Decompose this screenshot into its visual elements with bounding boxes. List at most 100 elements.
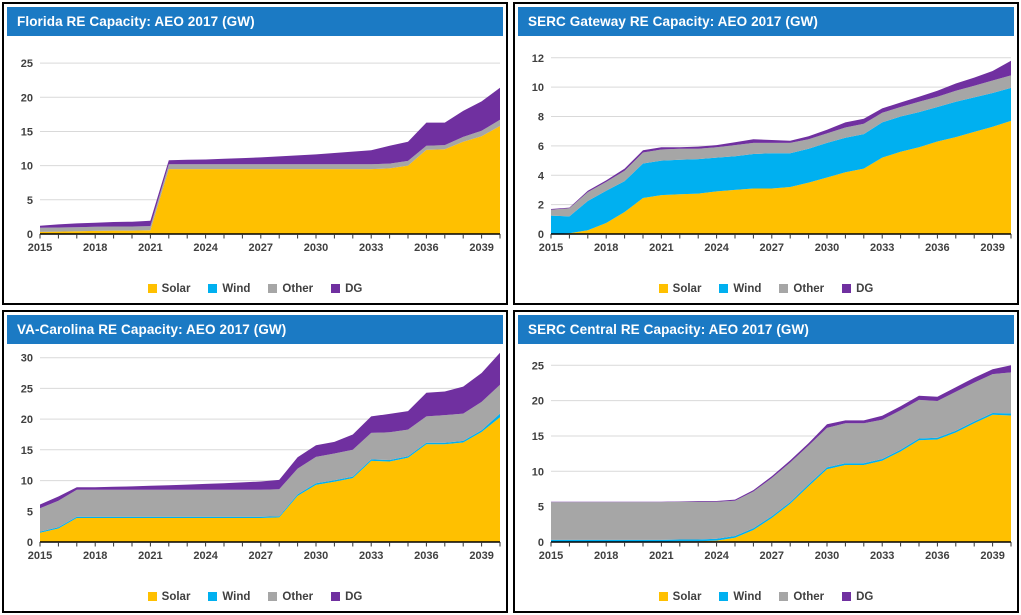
legend-item-solar: Solar	[147, 282, 191, 295]
svg-text:15: 15	[21, 445, 33, 457]
svg-text:2015: 2015	[28, 550, 52, 562]
svg-text:2027: 2027	[760, 242, 784, 254]
chart-panel-florida: Florida RE Capacity: AEO 2017 (GW) 0 5 10 1…	[2, 2, 508, 305]
legend-label: DG	[345, 590, 363, 603]
chart-panel-serc-central: SERC Central RE Capacity: AEO 2017 (GW) …	[513, 310, 1019, 613]
legend-label: DG	[345, 282, 363, 295]
svg-text:2039: 2039	[469, 242, 493, 254]
legend-swatch-other	[779, 592, 789, 601]
svg-text:5: 5	[27, 195, 33, 207]
chart-title: Florida RE Capacity: AEO 2017 (GW)	[17, 14, 255, 29]
legend-label: Other	[282, 282, 314, 295]
legend-label: Solar	[161, 590, 191, 603]
chart-legend: Solar Wind Other DG	[515, 582, 1017, 611]
legend-item-dg: DG	[331, 283, 362, 295]
svg-text:2018: 2018	[83, 550, 107, 562]
svg-text:2024: 2024	[704, 550, 729, 562]
svg-text:25: 25	[532, 360, 544, 372]
svg-text:15: 15	[532, 431, 544, 443]
svg-text:10: 10	[21, 161, 33, 173]
svg-text:0: 0	[538, 229, 544, 241]
chart-title: VA-Carolina RE Capacity: AEO 2017 (GW)	[17, 322, 287, 337]
serc-central-chart-svg: 0 5 10 15 20 25 2015 2018 2021 2024 2027 2030 2033 20…	[532, 360, 1012, 562]
svg-text:25: 25	[21, 383, 33, 395]
svg-text:4: 4	[538, 170, 545, 182]
legend-item-wind: Wind	[719, 283, 761, 295]
svg-text:2033: 2033	[359, 242, 383, 254]
svg-text:2015: 2015	[539, 242, 563, 254]
legend-item-solar: Solar	[147, 590, 191, 603]
legend-item-wind: Wind	[719, 591, 761, 603]
chart-legend: Solar Wind Other DG	[4, 582, 506, 611]
legend-label: DG	[856, 590, 874, 603]
legend-item-other: Other	[779, 591, 824, 603]
legend-swatch-wind	[719, 284, 729, 293]
svg-text:2036: 2036	[925, 242, 949, 254]
legend-swatch-solar	[658, 592, 668, 601]
chart-title: SERC Gateway RE Capacity: AEO 2017 (GW)	[528, 14, 818, 29]
legend-item-wind: Wind	[208, 591, 250, 603]
chart-title-bar: Florida RE Capacity: AEO 2017 (GW)	[7, 7, 503, 36]
chart-plot-area: 0 5 10 15 20 25 2015 2018 2021 2024 2027 2030 2033 20…	[515, 344, 1017, 582]
svg-text:2027: 2027	[760, 550, 784, 562]
svg-text:2027: 2027	[249, 550, 273, 562]
svg-text:8: 8	[538, 112, 544, 124]
svg-text:2039: 2039	[980, 550, 1004, 562]
legend-swatch-wind	[208, 284, 218, 293]
chart-title-bar: SERC Central RE Capacity: AEO 2017 (GW)	[518, 315, 1014, 344]
legend-item-other: Other	[268, 283, 313, 295]
svg-text:2030: 2030	[304, 550, 328, 562]
chart-title: SERC Central RE Capacity: AEO 2017 (GW)	[528, 322, 809, 337]
svg-text:2036: 2036	[414, 550, 438, 562]
svg-text:2033: 2033	[870, 242, 894, 254]
legend-swatch-other	[268, 592, 278, 601]
svg-text:2024: 2024	[704, 242, 729, 254]
legend-swatch-dg	[842, 284, 852, 293]
svg-text:2036: 2036	[925, 550, 949, 562]
svg-text:2015: 2015	[539, 550, 563, 562]
legend-swatch-solar	[658, 284, 668, 293]
chart-plot-area: 0 2 4 6 8 10 12 2015 2018 2021 2024 2027 2030 2033 203…	[515, 36, 1017, 274]
legend-label: Solar	[672, 282, 702, 295]
svg-text:2039: 2039	[469, 550, 493, 562]
legend-label: Other	[793, 282, 825, 295]
legend-label: Solar	[672, 590, 702, 603]
svg-text:30: 30	[21, 353, 33, 365]
svg-text:2030: 2030	[815, 550, 839, 562]
va-carolina-chart-svg: 0 5 10 15 20 25 30 2015 2018 2021 2024 2027 2030 2033…	[21, 353, 501, 562]
legend-swatch-solar	[147, 284, 157, 293]
legend-item-other: Other	[268, 591, 313, 603]
svg-text:6: 6	[538, 141, 544, 153]
chart-panel-serc-gateway: SERC Gateway RE Capacity: AEO 2017 (GW) …	[513, 2, 1019, 305]
legend-item-other: Other	[779, 283, 824, 295]
chart-title-bar: VA-Carolina RE Capacity: AEO 2017 (GW)	[7, 315, 503, 344]
svg-text:2033: 2033	[359, 550, 383, 562]
legend-swatch-other	[779, 284, 789, 293]
chart-panel-va-carolina: VA-Carolina RE Capacity: AEO 2017 (GW) 0…	[2, 310, 508, 613]
svg-text:12: 12	[532, 53, 544, 65]
svg-text:20: 20	[532, 396, 544, 408]
legend-label: Wind	[733, 282, 762, 295]
svg-text:20: 20	[21, 92, 33, 104]
legend-swatch-dg	[331, 284, 341, 293]
legend-item-solar: Solar	[658, 590, 702, 603]
chart-legend: Solar Wind Other DG	[4, 274, 506, 303]
svg-text:2: 2	[538, 200, 544, 212]
svg-text:25: 25	[21, 58, 33, 70]
legend-swatch-wind	[208, 592, 218, 601]
svg-text:0: 0	[27, 229, 33, 241]
svg-text:2024: 2024	[193, 550, 218, 562]
legend-swatch-wind	[719, 592, 729, 601]
svg-text:2021: 2021	[649, 242, 673, 254]
legend-label: DG	[856, 282, 874, 295]
legend-item-dg: DG	[842, 591, 873, 603]
legend-label: Solar	[161, 282, 191, 295]
svg-text:10: 10	[532, 82, 544, 94]
chart-legend: Solar Wind Other DG	[515, 274, 1017, 303]
svg-text:2015: 2015	[28, 242, 52, 254]
svg-text:5: 5	[538, 502, 544, 514]
svg-text:2018: 2018	[594, 242, 618, 254]
svg-text:10: 10	[532, 466, 544, 478]
svg-text:2018: 2018	[594, 550, 618, 562]
